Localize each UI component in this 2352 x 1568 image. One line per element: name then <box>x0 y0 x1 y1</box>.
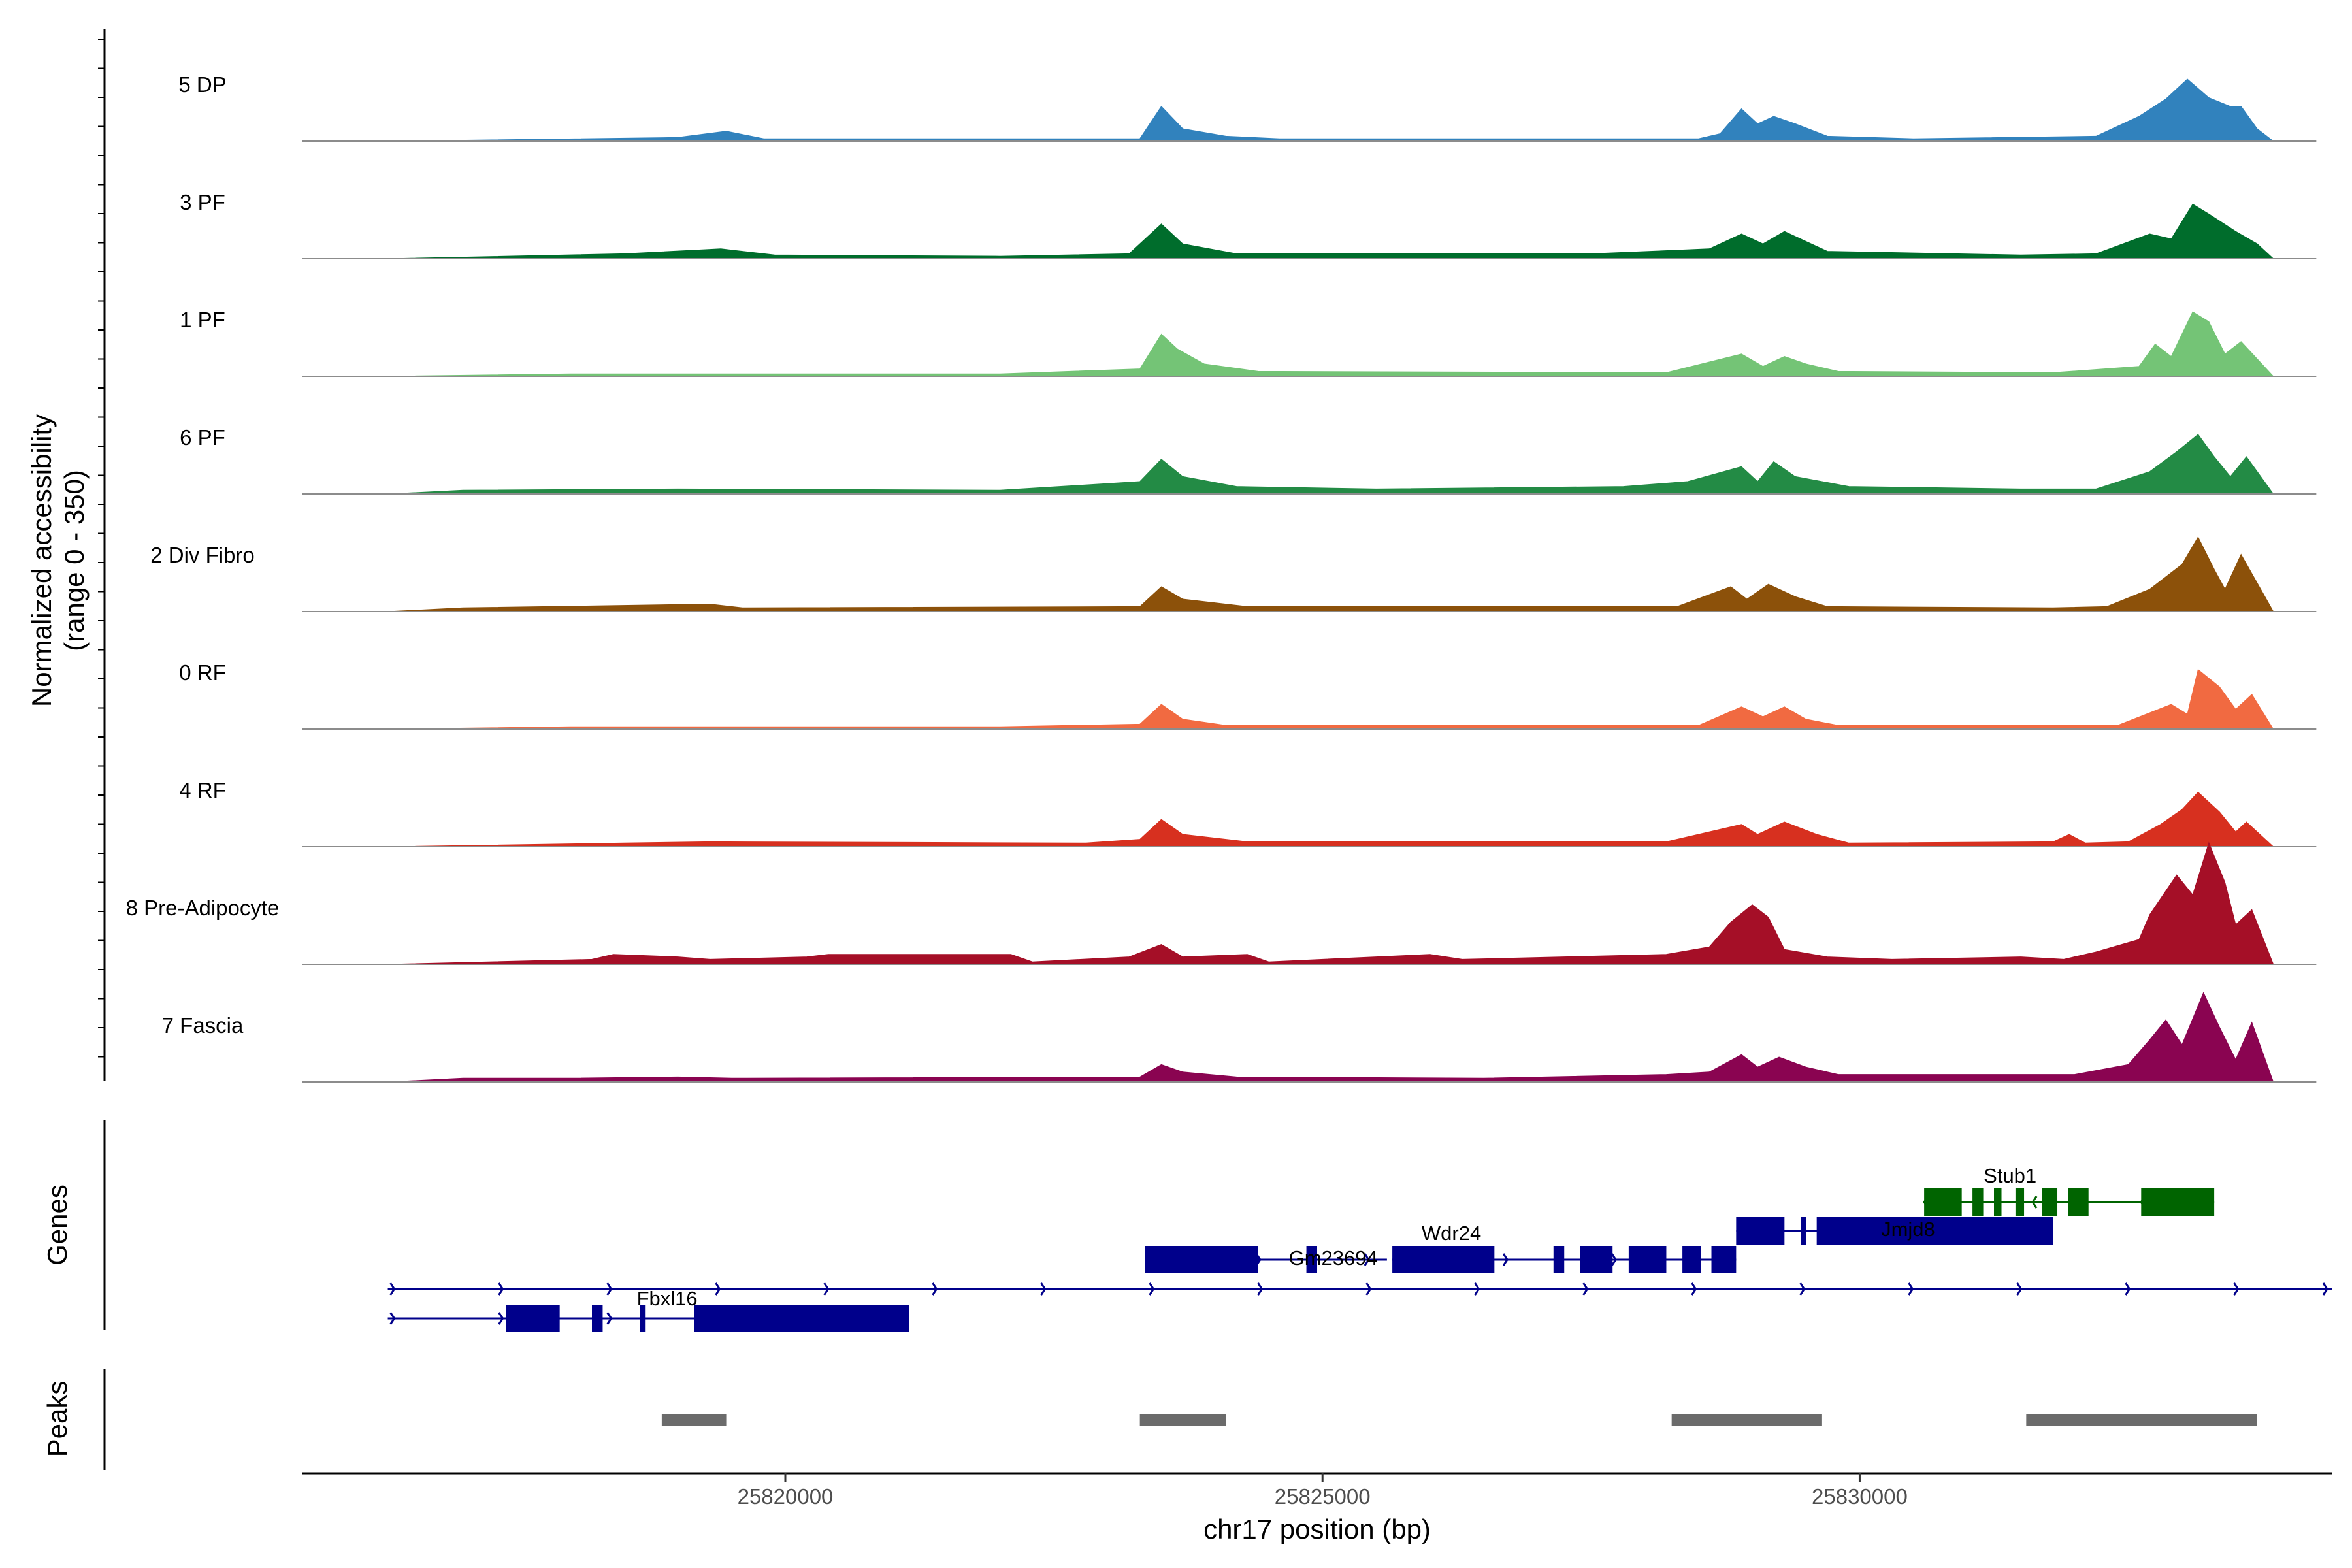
strand-arrow <box>2322 1282 2328 1296</box>
peak-track <box>661 1414 2257 1426</box>
coverage-area-1 <box>387 203 2274 259</box>
strand-arrow <box>1610 1253 1617 1266</box>
track-label-2: 1 PF <box>180 308 225 332</box>
gene-exon <box>1972 1188 1984 1216</box>
gene-exon <box>1711 1246 1737 1273</box>
strand-arrow <box>2233 1282 2240 1296</box>
x-tick-label-1: 25825000 <box>1275 1484 1371 1509</box>
peak-0 <box>661 1414 727 1426</box>
strand-arrow <box>1364 1253 1370 1266</box>
gene-exon <box>694 1305 909 1332</box>
strand-arrow <box>823 1282 830 1296</box>
strand-arrow <box>1474 1282 1480 1296</box>
strand-arrow <box>1365 1282 1372 1296</box>
gene-exon <box>2015 1188 2025 1216</box>
gene-exon <box>1924 1188 1962 1216</box>
gene-exon <box>1736 1217 1785 1245</box>
strand-arrow <box>606 1282 613 1296</box>
gene-exon <box>1801 1217 1806 1245</box>
gene-label: Gm23694 <box>1289 1247 1378 1269</box>
y-axis-title-line1: Normalized accessibility <box>26 414 57 707</box>
peaks-title: Peaks <box>42 1381 73 1458</box>
gene-exon <box>1682 1246 1701 1273</box>
strand-arrow <box>498 1282 504 1296</box>
strand-arrow <box>389 1282 396 1296</box>
gene-exon <box>2141 1188 2215 1216</box>
axes: Normalized accessibility (range 0 - 350) G… <box>26 29 2332 1544</box>
strand-arrow <box>389 1312 396 1325</box>
peak-2 <box>1671 1414 1822 1426</box>
gene-fbxl16: Fbxl16 <box>387 1287 909 1332</box>
gene-label: Fbxl16 <box>637 1287 698 1310</box>
strand-arrow <box>1040 1282 1047 1296</box>
coverage-area-6 <box>387 791 2274 847</box>
strand-arrow <box>1799 1282 1806 1296</box>
gene-track: Stub1 Jmjd8 Wdr24 Gm23694 Fbxl16 <box>387 1164 2332 1332</box>
gene-stub1: Stub1 <box>1923 1164 2215 1216</box>
gene-exon <box>592 1305 603 1332</box>
coverage-area-4 <box>387 536 2274 612</box>
coverage-area-2 <box>387 311 2274 377</box>
peak-3 <box>2026 1414 2257 1426</box>
x-axis-title: chr17 position (bp) <box>1203 1514 1431 1544</box>
gene-label: Wdr24 <box>1422 1222 1481 1245</box>
gene-exon <box>2042 1188 2058 1216</box>
coverage-tracks: 5 DP 3 PF 1 PF 6 PF 2 Div Fibro 0 RF 4 RF 8 Pre… <box>126 73 2317 1083</box>
gene-gm23694: Gm23694 <box>1145 1246 1387 1273</box>
track-label-6: 4 RF <box>179 778 226 802</box>
gene-exon <box>1553 1246 1565 1273</box>
gene-label: Jmjd8 <box>1881 1218 1935 1241</box>
gene-exon <box>1628 1246 1667 1273</box>
x-tick-label-2: 25830000 <box>1812 1484 1908 1509</box>
coverage-area-3 <box>387 434 2274 495</box>
coverage-area-7 <box>387 841 2274 965</box>
x-tick-label-0: 25820000 <box>738 1484 834 1509</box>
strand-arrow <box>2016 1282 2023 1296</box>
strand-arrow <box>606 1312 613 1325</box>
strand-arrow <box>1502 1253 1509 1266</box>
track-label-1: 3 PF <box>180 190 225 214</box>
gene-exon <box>2068 1188 2089 1216</box>
gene-exon <box>506 1305 560 1332</box>
gene-exon <box>1392 1246 1495 1273</box>
gene-wdr24: Wdr24 <box>1392 1222 1737 1273</box>
gene-label: Stub1 <box>1984 1164 2036 1187</box>
track-label-0: 5 DP <box>178 73 226 97</box>
coverage-area-5 <box>387 668 2274 730</box>
strand-arrow <box>1582 1282 1589 1296</box>
strand-arrow <box>1691 1282 1697 1296</box>
track-label-7: 8 Pre-Adipocyte <box>126 896 280 920</box>
gene-exon <box>640 1305 646 1332</box>
gene-exon <box>1306 1246 1317 1273</box>
coverage-area-0 <box>387 78 2275 142</box>
strand-arrow <box>1257 1282 1264 1296</box>
track-label-5: 0 RF <box>179 661 226 685</box>
gene-transcript-4 <box>387 1282 2332 1296</box>
track-label-4: 2 Div Fibro <box>150 543 255 567</box>
gene-exon <box>1994 1188 2002 1216</box>
strand-arrow <box>1908 1282 1914 1296</box>
strand-arrow <box>2031 1196 2038 1209</box>
gene-jmjd8: Jmjd8 <box>1736 1217 2053 1245</box>
strand-arrow <box>1149 1282 1155 1296</box>
gene-exon <box>1816 1217 2053 1245</box>
y-axis-title-line2: (range 0 - 350) <box>59 470 90 651</box>
gene-exon <box>1145 1246 1258 1273</box>
strand-arrow <box>715 1282 721 1296</box>
track-label-3: 6 PF <box>180 425 225 449</box>
track-label-8: 7 Fascia <box>162 1013 244 1037</box>
strand-arrow <box>932 1282 938 1296</box>
coverage-area-8 <box>387 991 2274 1083</box>
strand-arrow <box>2125 1282 2131 1296</box>
genes-title: Genes <box>42 1184 73 1266</box>
gene-exon <box>1580 1246 1613 1273</box>
strand-arrow <box>498 1312 504 1325</box>
peak-1 <box>1139 1414 1226 1426</box>
